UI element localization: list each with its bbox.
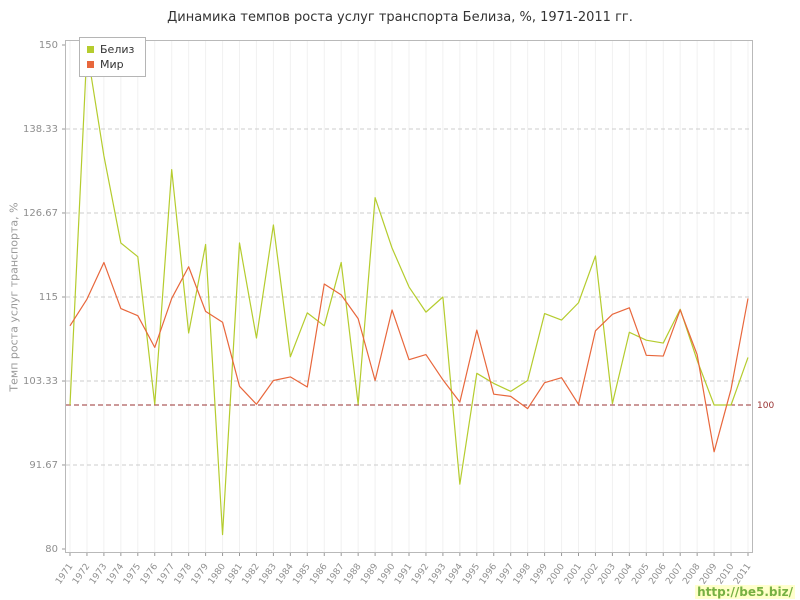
y-tick-label: 80 — [45, 544, 58, 555]
legend-item-world: Мир — [87, 57, 134, 72]
reference-line-label: 100 — [757, 401, 774, 411]
x-tick-label: 1975 — [122, 562, 143, 586]
legend: Белиз Мир — [79, 37, 147, 77]
x-tick-label: 2001 — [563, 562, 584, 586]
x-tick-label: 2007 — [664, 562, 685, 586]
y-tick-label: 103.33 — [23, 376, 58, 387]
plot-border — [65, 40, 753, 553]
legend-swatch-belize — [87, 46, 94, 53]
x-tick-label: 1982 — [241, 562, 262, 586]
y-tick-label: 115 — [39, 292, 58, 303]
x-tick-label: 1971 — [54, 562, 75, 586]
y-tick-label: 138.33 — [23, 124, 58, 135]
x-tick-label: 1987 — [325, 562, 346, 586]
x-tick-label: 2011 — [732, 562, 753, 586]
y-tick-label: 150 — [39, 40, 58, 51]
legend-item-belize: Белиз — [87, 42, 134, 57]
legend-swatch-world — [87, 61, 94, 68]
x-tick-label: 2003 — [597, 562, 618, 586]
x-tick-label: 1981 — [224, 562, 245, 586]
series-line-world — [69, 261, 749, 453]
y-tick-label: 91.67 — [29, 460, 58, 471]
y-tick-label: 126.67 — [23, 208, 58, 219]
x-tick-label: 1992 — [410, 562, 431, 586]
chart-title: Динамика темпов роста услуг транспорта Б… — [167, 10, 633, 25]
x-tick-label: 2002 — [580, 562, 601, 586]
legend-label-belize: Белиз — [100, 43, 135, 56]
x-tick-label: 1991 — [393, 562, 414, 586]
watermark-link[interactable]: http://be5.biz/ — [695, 585, 795, 599]
x-tick-label: 1993 — [427, 562, 448, 586]
x-tick-label: 1977 — [156, 562, 177, 586]
x-tick-label: 2005 — [630, 562, 651, 586]
x-tick-label: 1995 — [461, 562, 482, 586]
x-tick-label: 1972 — [71, 562, 92, 586]
x-tick-label: 1973 — [88, 562, 109, 586]
x-tick-label: 1997 — [495, 562, 516, 586]
x-tick-label: 1985 — [291, 562, 312, 586]
legend-label-world: Мир — [100, 58, 124, 71]
x-tick-label: 1983 — [258, 562, 279, 586]
